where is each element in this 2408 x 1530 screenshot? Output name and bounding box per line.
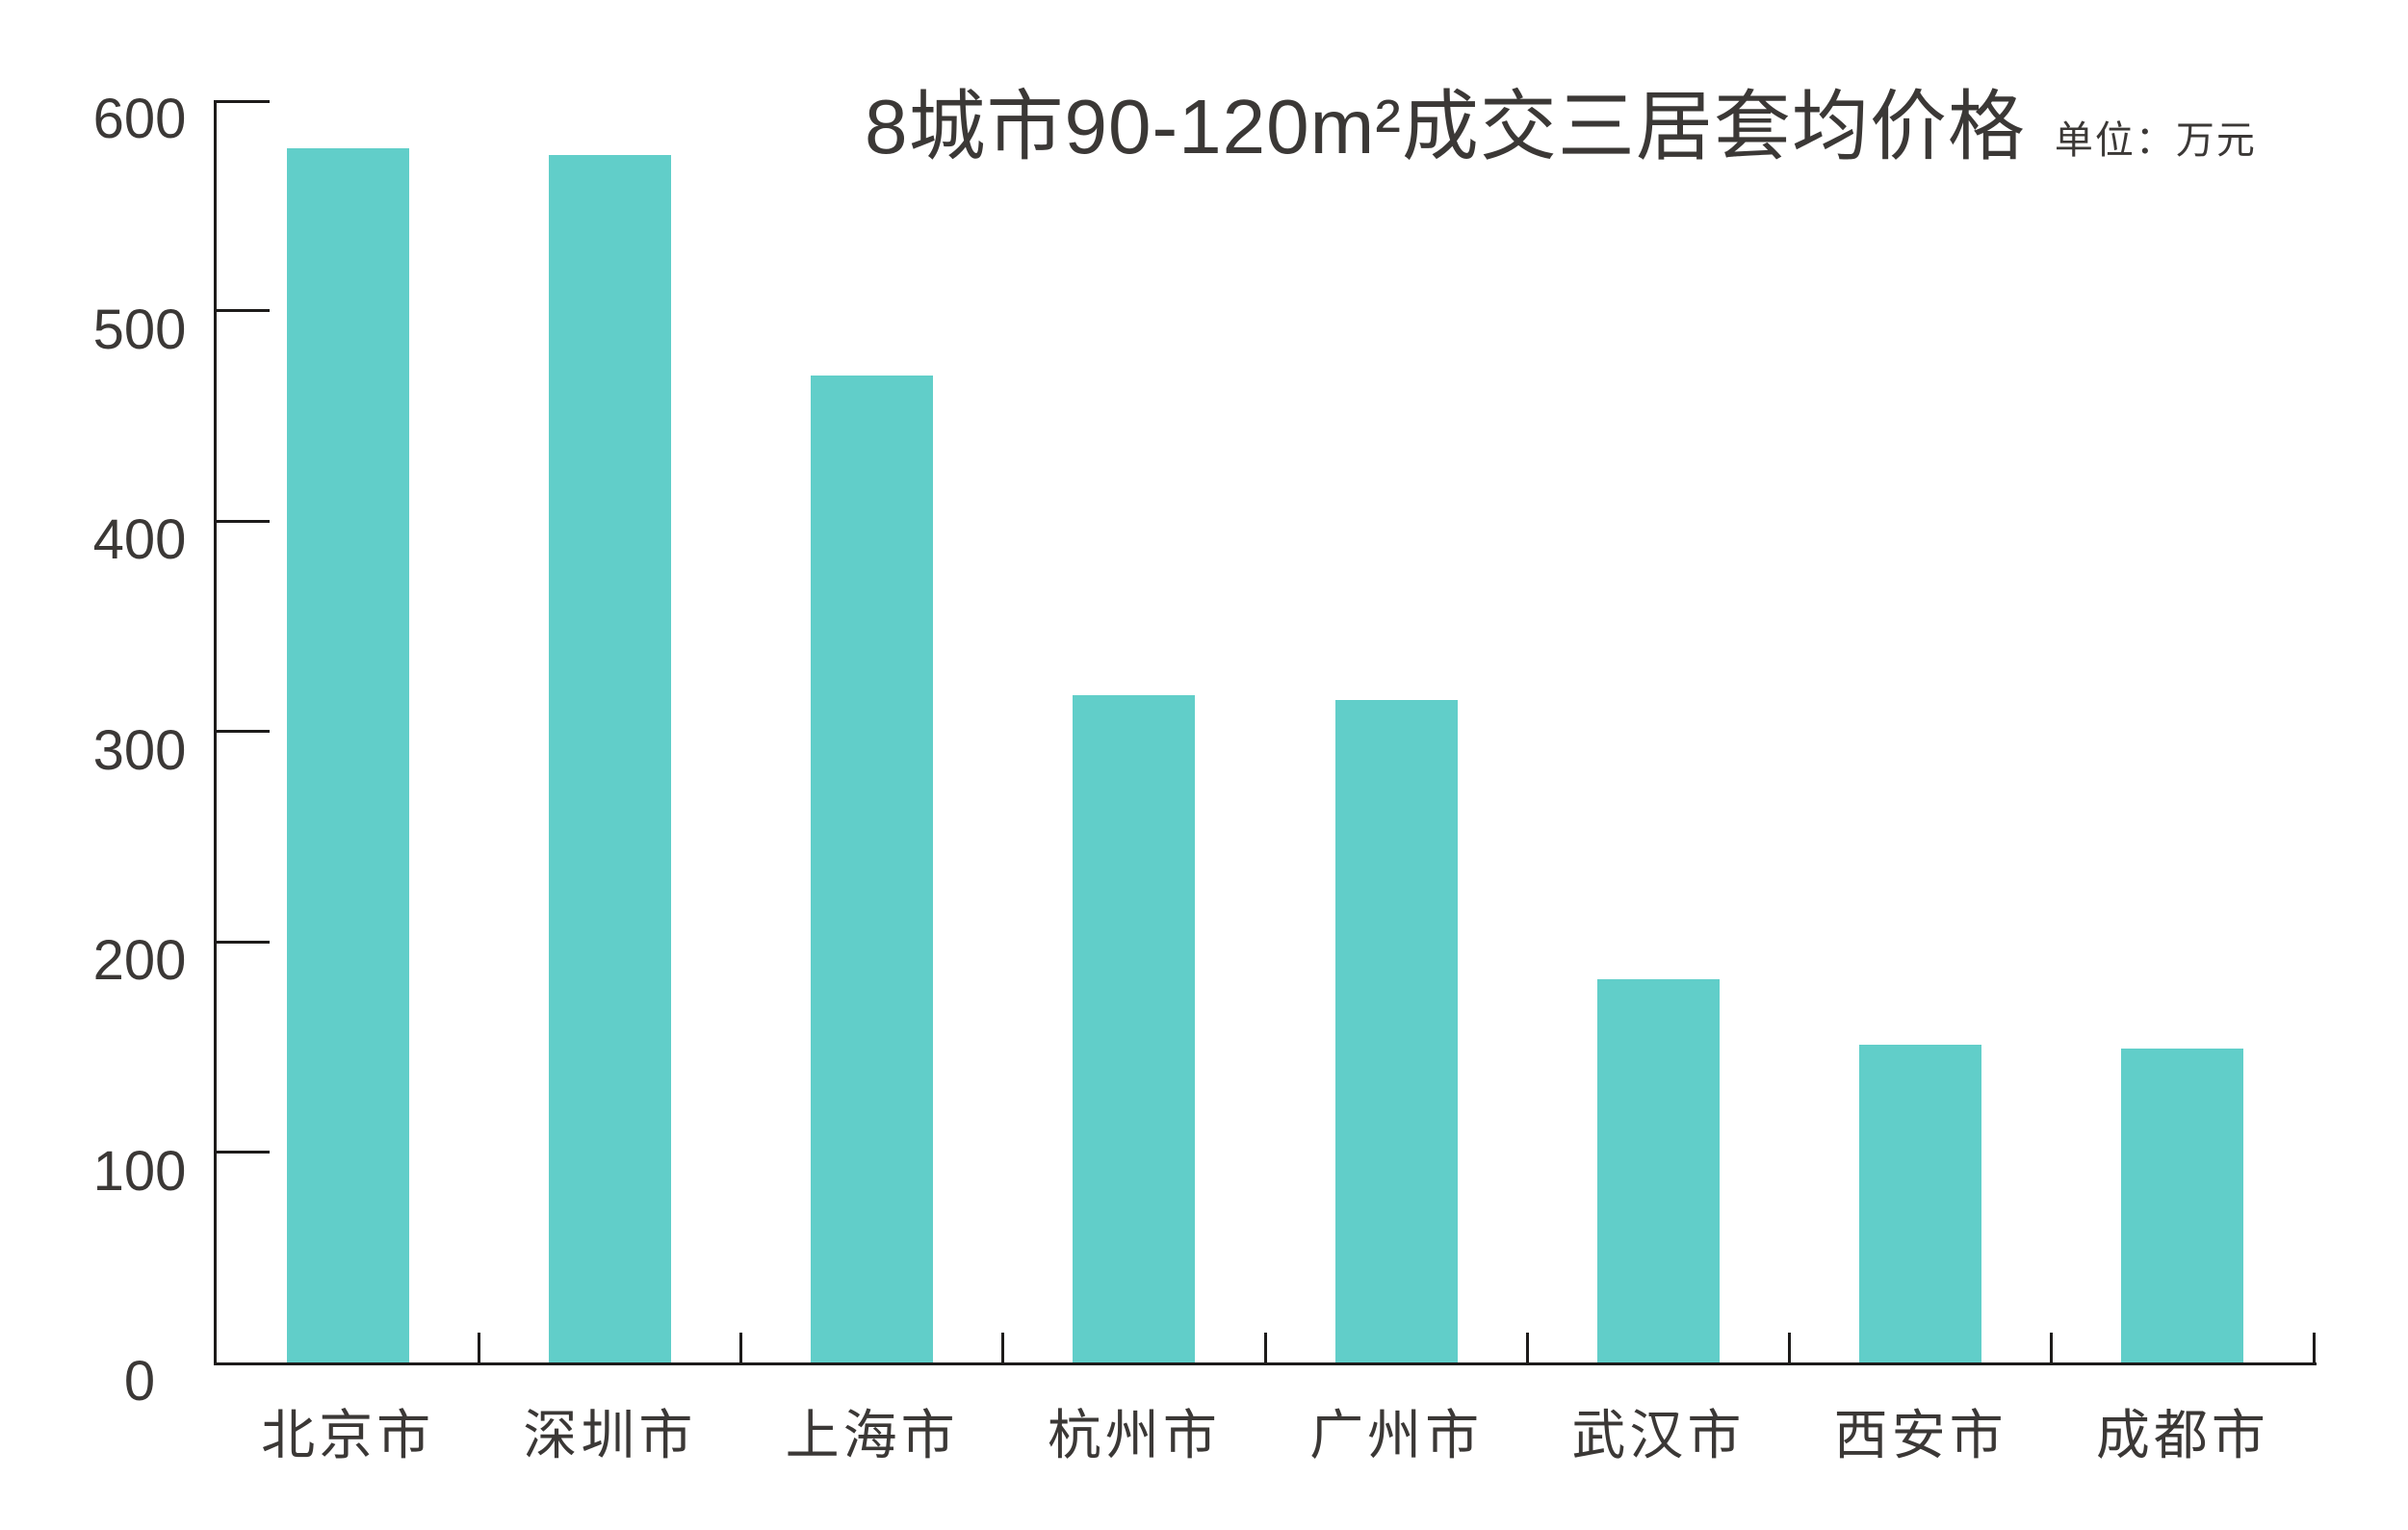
chart-title: 8城市90-120m²成交三居套均价格 (865, 84, 2026, 169)
x-tick (2050, 1333, 2054, 1362)
x-tick (1788, 1333, 1791, 1362)
x-category-label: 杭州市 (1047, 1405, 1221, 1465)
x-category-label: 成都市 (2095, 1405, 2269, 1465)
bar-8 (2121, 1049, 2244, 1362)
y-tick (217, 100, 270, 103)
y-axis-tick-label: 0 (123, 1350, 156, 1413)
y-axis-tick-label: 500 (92, 298, 187, 361)
x-category-label: 深圳市 (523, 1405, 697, 1465)
x-tick (1525, 1333, 1529, 1362)
y-tick (217, 519, 270, 523)
x-tick (1001, 1333, 1005, 1362)
y-tick (217, 730, 270, 733)
y-axis-tick-label: 300 (92, 718, 187, 782)
y-tick (217, 1151, 270, 1154)
y-axis-tick-label: 400 (92, 508, 187, 571)
chart-unit-label: 单位：万元 (2054, 119, 2257, 162)
y-axis-tick-label: 200 (92, 929, 187, 992)
y-axis-tick-label: 600 (92, 88, 187, 150)
y-axis-line (214, 100, 217, 1365)
bar-5 (1334, 699, 1458, 1362)
bar-3 (811, 376, 934, 1362)
x-axis-line (214, 1362, 2317, 1365)
chart-header: 8城市90-120m²成交三居套均价格 单位：万元 (865, 87, 2257, 168)
x-tick (739, 1333, 742, 1362)
bar-6 (1596, 979, 1720, 1362)
x-tick (1263, 1333, 1267, 1362)
x-category-label: 北京市 (261, 1405, 435, 1465)
y-tick (217, 940, 270, 944)
bar-2 (548, 154, 671, 1362)
x-category-label: 广州市 (1309, 1405, 1484, 1465)
bar-1 (286, 148, 409, 1362)
x-category-label: 西安市 (1833, 1405, 2007, 1465)
x-category-label: 武汉市 (1571, 1405, 1746, 1465)
x-tick (2312, 1333, 2316, 1362)
x-category-label: 上海市 (785, 1405, 959, 1465)
y-axis-tick-label: 100 (92, 1139, 187, 1203)
bar-7 (1859, 1045, 1982, 1362)
y-tick (217, 309, 270, 312)
bar-4 (1073, 695, 1196, 1362)
x-tick (477, 1333, 480, 1362)
